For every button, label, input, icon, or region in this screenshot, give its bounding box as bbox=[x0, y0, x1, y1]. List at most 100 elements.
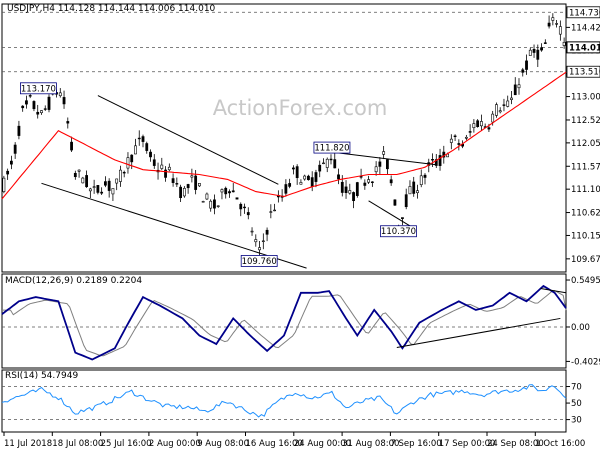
candle-body bbox=[235, 197, 239, 200]
macd-line bbox=[1, 284, 567, 361]
candle-body bbox=[205, 193, 209, 200]
price-y-tick-label: 113.000 bbox=[571, 93, 600, 103]
candle-body bbox=[479, 121, 483, 127]
candle-body bbox=[513, 84, 517, 96]
price-y-tick-label: 111.100 bbox=[571, 185, 600, 195]
x-tick-label: 7 Sep 16:00 bbox=[390, 439, 441, 449]
candle-body bbox=[231, 190, 235, 193]
candle-body bbox=[453, 135, 457, 138]
candle-body bbox=[160, 164, 164, 169]
candle-body bbox=[216, 205, 220, 207]
candle-body bbox=[40, 110, 43, 114]
candle-body bbox=[491, 113, 495, 123]
candle-body bbox=[198, 183, 201, 187]
candle-body bbox=[412, 181, 416, 194]
candle-body bbox=[472, 123, 476, 128]
candle-body bbox=[47, 96, 51, 110]
price-trendline bbox=[331, 151, 437, 166]
candle-body bbox=[149, 151, 152, 158]
candle-body bbox=[194, 175, 198, 190]
candle-body bbox=[291, 167, 295, 170]
price-trendline bbox=[368, 200, 414, 229]
candle-body bbox=[88, 188, 92, 192]
candle-body bbox=[476, 120, 480, 128]
candle-body bbox=[265, 229, 269, 235]
price-y-tick-label: 112.520 bbox=[571, 116, 600, 126]
price-annotation-label: 110.370 bbox=[381, 227, 416, 237]
price-y-tick-label: 110.150 bbox=[571, 231, 600, 241]
candle-body bbox=[457, 143, 461, 145]
candle-body bbox=[201, 201, 205, 203]
x-tick-label: 24 Sep 08:00 bbox=[487, 439, 544, 449]
candle-body bbox=[307, 175, 310, 181]
x-tick-label: 18 Jul 08:00 bbox=[52, 439, 103, 449]
candle-body bbox=[130, 154, 134, 163]
x-tick-label: 9 Aug 08:00 bbox=[197, 439, 249, 449]
candle-body bbox=[273, 209, 277, 212]
candle-body bbox=[562, 41, 566, 46]
price-y-tick-label: 114.420 bbox=[571, 23, 600, 33]
candle-body bbox=[517, 84, 521, 89]
candle-body bbox=[145, 143, 149, 151]
candle-body bbox=[66, 121, 70, 124]
candle-body bbox=[115, 178, 119, 184]
rsi-line bbox=[1, 384, 567, 418]
candle-body bbox=[299, 182, 303, 185]
macd-panel-title: MACD(12,26,9) 0.2189 0.2204 bbox=[5, 276, 142, 286]
candle-body bbox=[502, 104, 506, 106]
candle-body bbox=[85, 175, 89, 188]
candle-body bbox=[58, 92, 62, 97]
price-tag-label: 114.010 bbox=[569, 43, 600, 53]
candle-body bbox=[220, 189, 224, 193]
price-y-tick-label: 110.620 bbox=[571, 209, 600, 219]
candle-body bbox=[378, 161, 382, 167]
candle-body bbox=[322, 162, 325, 165]
price-tag-box bbox=[566, 41, 600, 54]
candle-body bbox=[137, 137, 141, 140]
price-y-tick-label: 112.050 bbox=[571, 139, 600, 149]
moving-average-line bbox=[1, 71, 567, 200]
candle-body bbox=[2, 177, 6, 192]
candle-body bbox=[295, 166, 299, 179]
price-tag-label: 114.730 bbox=[569, 8, 600, 18]
candle-body bbox=[70, 141, 73, 151]
candle-body bbox=[340, 181, 344, 193]
candle-body bbox=[325, 158, 329, 168]
price-annotation-box bbox=[313, 141, 351, 154]
candle-body bbox=[416, 190, 419, 194]
candle-body bbox=[182, 188, 186, 197]
candle-body bbox=[269, 211, 273, 213]
watermark: ActionForex.com bbox=[213, 96, 388, 120]
candle-body bbox=[228, 191, 231, 194]
candle-body bbox=[510, 97, 513, 100]
x-tick-label: 31 Aug 08:00 bbox=[342, 439, 399, 449]
price-annotation-label: 113.170 bbox=[21, 84, 56, 94]
rsi-y-tick-label: 30 bbox=[571, 416, 582, 426]
candle-body bbox=[337, 174, 340, 180]
candle-body bbox=[81, 177, 85, 184]
candle-body bbox=[363, 182, 367, 186]
rsi-panel: 70 50 30 bbox=[1, 369, 582, 433]
candle-body bbox=[190, 175, 194, 178]
candle-body bbox=[344, 186, 348, 193]
candle-body bbox=[141, 136, 145, 142]
candle-body bbox=[314, 172, 318, 182]
candle-body bbox=[543, 42, 547, 44]
macd-y-tick-label: 0.00 bbox=[571, 323, 590, 333]
candle-body bbox=[73, 172, 77, 178]
candle-body bbox=[288, 183, 292, 187]
macd-trendline bbox=[540, 288, 567, 294]
candle-body bbox=[254, 239, 258, 243]
candle-body bbox=[536, 49, 540, 60]
candle-body bbox=[209, 200, 213, 209]
candle-body bbox=[17, 125, 21, 136]
price-tag-box bbox=[566, 65, 600, 78]
price-annotation-box bbox=[240, 255, 278, 267]
price-annotation-label: 109.760 bbox=[242, 257, 277, 267]
x-tick-label: 24 Aug 00:00 bbox=[294, 439, 351, 449]
candle-body bbox=[555, 23, 559, 25]
candle-body bbox=[21, 105, 25, 109]
price-y-tick-label: 109.670 bbox=[571, 255, 600, 265]
candle-body bbox=[164, 169, 167, 178]
